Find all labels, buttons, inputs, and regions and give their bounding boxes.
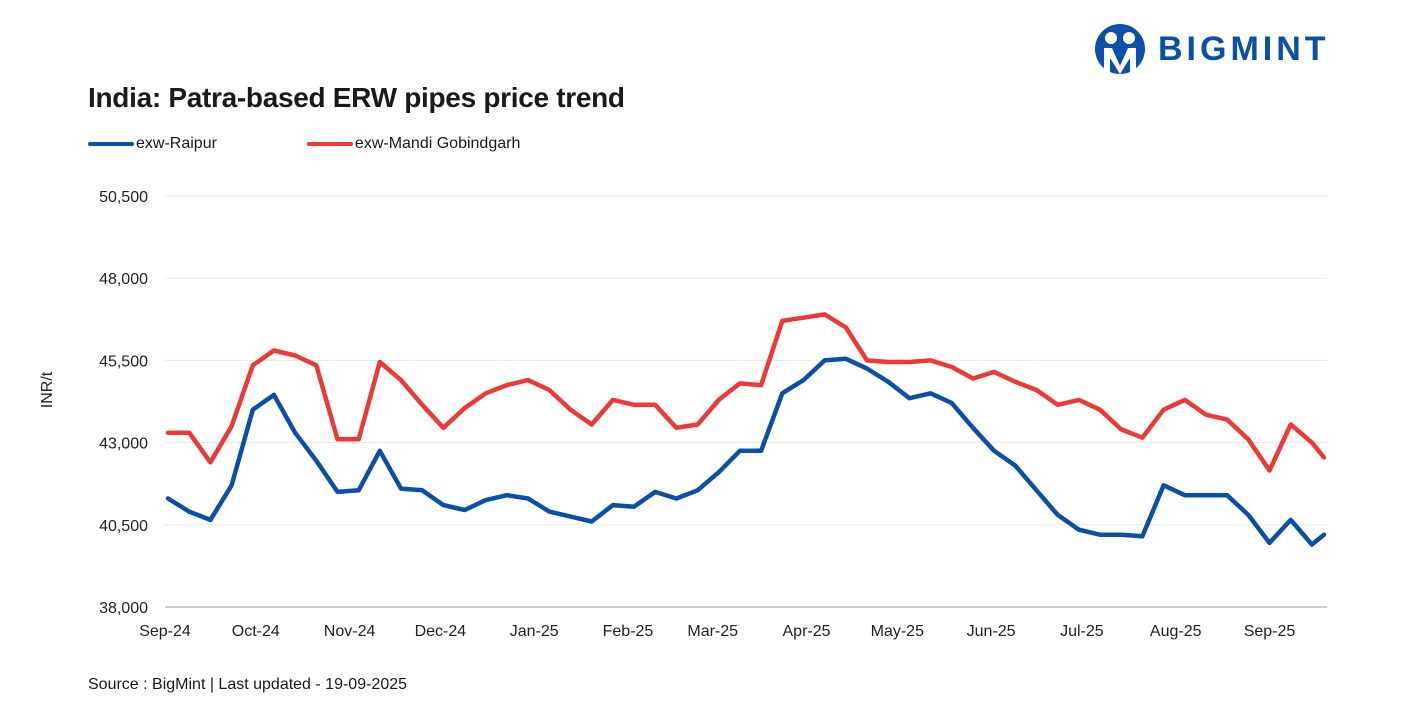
y-axis-ticks: 38,000 40,500 43,000 45,500 48,000 50,500: [99, 189, 148, 617]
x-tick-label: Jul-25: [1060, 623, 1104, 640]
y-axis-label: INR/t: [39, 371, 56, 408]
legend-item-raipur: exw-Raipur: [88, 135, 217, 153]
x-tick-label: Sep-25: [1244, 623, 1296, 640]
y-tick-label: 38,000: [99, 600, 148, 617]
legend-label-mandi-gobindgarh: exw-Mandi Gobindgarh: [354, 135, 521, 152]
legend-swatch-raipur: [88, 142, 134, 146]
y-tick-label: 50,500: [99, 189, 148, 206]
x-tick-label: Aug-25: [1150, 623, 1202, 640]
x-tick-label: Oct-24: [232, 623, 280, 640]
x-tick-label: Mar-25: [687, 623, 738, 640]
x-tick-label: Sep-24: [139, 623, 191, 640]
x-tick-label: Feb-25: [603, 623, 654, 640]
x-tick-label: May-25: [871, 623, 924, 640]
series-lines: [165, 312, 1327, 547]
y-tick-label: 40,500: [99, 518, 148, 535]
y-tick-label: 48,000: [99, 271, 148, 288]
logo-mark-icon: [1095, 24, 1145, 74]
legend: exw-Raipur exw-Mandi Gobindgarh: [88, 135, 610, 153]
x-tick-label: Jun-25: [967, 623, 1016, 640]
series-line-exw-raipur: [165, 356, 1327, 547]
chart-title: India: Patra-based ERW pipes price trend: [88, 82, 625, 113]
x-tick-label: Nov-24: [324, 623, 376, 640]
x-axis-ticks: Sep-24 Oct-24 Nov-24 Dec-24 Jan-25 Feb-25 Mar-…: [139, 623, 1295, 640]
brand-name: BIGMINT: [1158, 29, 1330, 68]
y-tick-label: 45,500: [99, 353, 148, 370]
gridlines: [165, 195, 1327, 608]
legend-swatch-mandi-gobindgarh: [306, 142, 353, 146]
series-line-exw-mandi-gobindgarh: [165, 312, 1327, 473]
source-note: Source : BigMint | Last updated - 19-09-…: [88, 676, 408, 693]
y-tick-label: 43,000: [99, 436, 148, 453]
x-tick-label: Apr-25: [783, 623, 831, 640]
bigmint-logo: BIGMINT: [1094, 22, 1330, 76]
legend-label-raipur: exw-Raipur: [136, 135, 217, 152]
legend-item-mandi-gobindgarh: exw-Mandi Gobindgarh: [306, 135, 521, 153]
x-tick-label: Jan-25: [510, 623, 559, 640]
x-tick-label: Dec-24: [415, 623, 467, 640]
